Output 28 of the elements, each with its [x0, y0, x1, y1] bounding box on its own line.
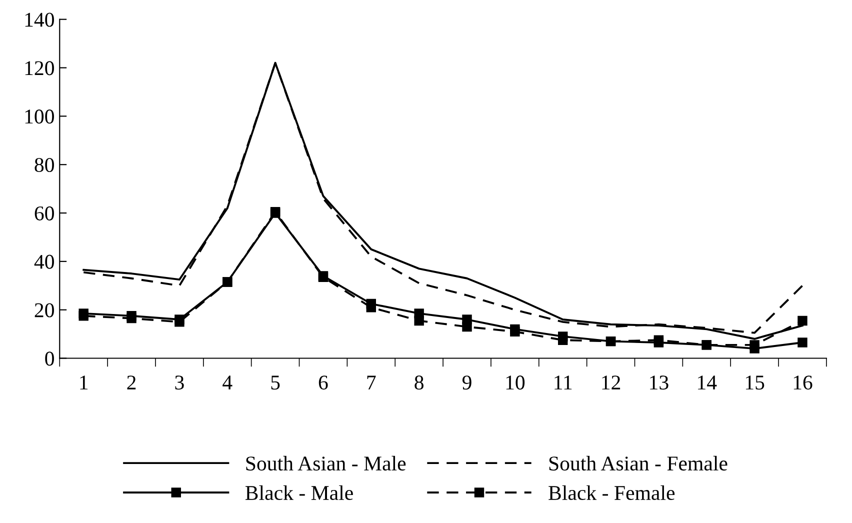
y-tick-label: 40 [34, 254, 54, 269]
x-tick-label: 12 [602, 376, 620, 390]
x-tick-label: 16 [794, 376, 812, 390]
x-tick-label: 1 [80, 376, 88, 390]
y-tick-label: 60 [34, 206, 54, 220]
y-tick-label: 100 [25, 110, 54, 124]
x-tick-label: 3 [175, 376, 184, 390]
x-tick-label: 14 [698, 376, 717, 390]
x-tick-label: 2 [127, 376, 136, 390]
legend-label: South Asian - Female [549, 456, 728, 471]
legend-label: South Asian - Male [246, 456, 406, 471]
y-tick-label: 120 [25, 61, 54, 76]
x-tick-label: 11 [554, 376, 572, 390]
x-tick-label: 10 [506, 376, 525, 390]
x-tick-label: 4 [222, 376, 232, 390]
x-tick-label: 9 [462, 376, 472, 390]
x-tick-label: 7 [367, 376, 376, 390]
y-tick-label: 140 [25, 12, 54, 27]
y-tick-label: 0 [45, 352, 54, 366]
y-tick-label: 80 [34, 158, 54, 172]
y-tick-label: 20 [34, 303, 54, 318]
legend-label: Black - Female [548, 485, 675, 500]
x-tick-label: 8 [414, 376, 424, 390]
x-tick-label: 5 [271, 376, 280, 390]
legend-label: Black - Male [245, 485, 353, 500]
x-tick-label: 15 [746, 376, 764, 390]
x-tick-label: 13 [650, 376, 668, 390]
x-tick-label: 6 [318, 376, 328, 390]
